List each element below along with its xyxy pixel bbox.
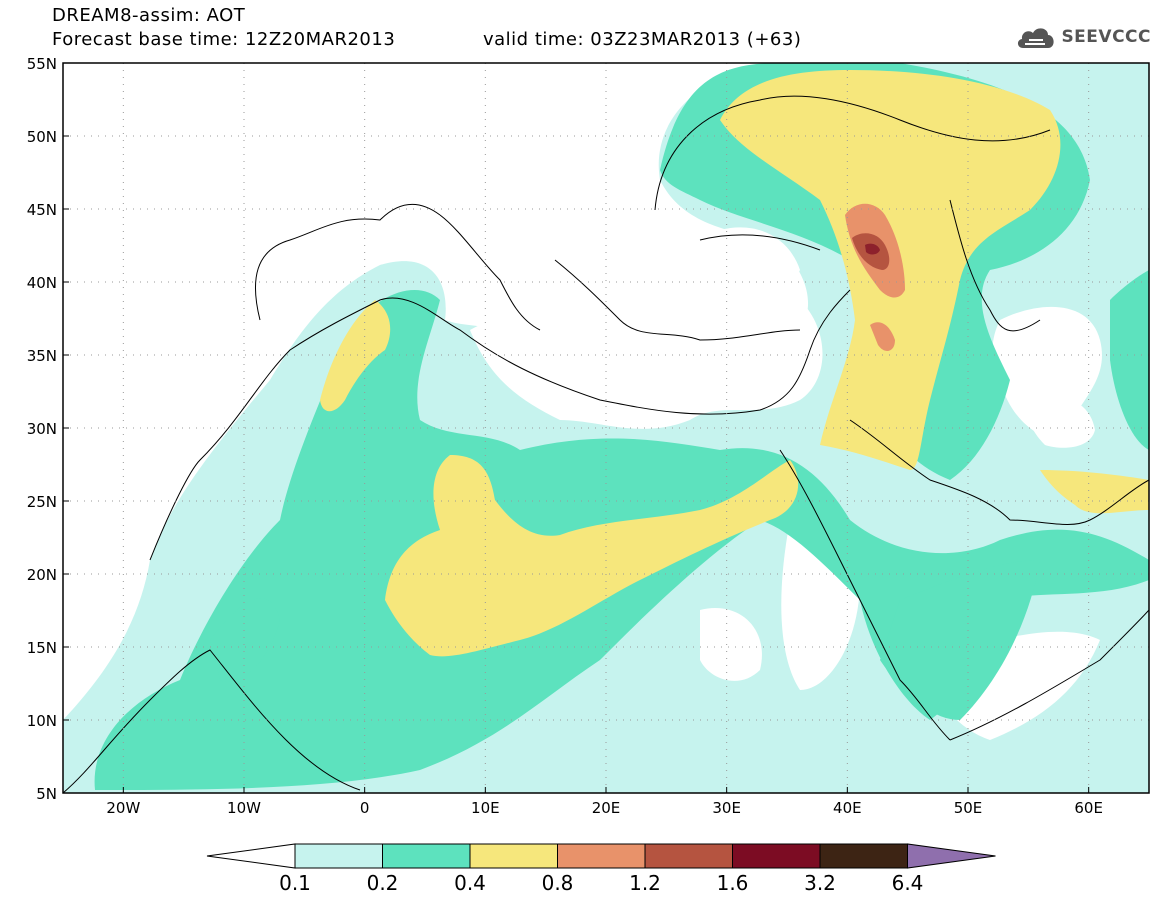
lon-tick-label: 10E [471,799,500,817]
lon-tick-label: 20E [592,799,621,817]
graticule [63,62,1149,794]
colorbar-label: 1.2 [629,871,661,895]
colorbar-label: 6.4 [892,871,924,895]
colorbar-label: 0.1 [279,871,311,895]
colorbar-segment [469,843,558,869]
coastlines [63,95,1149,793]
colorbar-over-arrow [907,843,996,869]
colorbar [206,843,996,869]
lon-tick-label: 40E [833,799,862,817]
lon-tick-label: 30E [712,799,741,817]
lat-tick-label: 50N [27,128,57,146]
colorbar-labels: 0.1 0.2 0.4 0.8 1.2 1.6 3.2 6.4 [279,871,923,895]
lat-tick-label: 40N [27,274,57,292]
lon-tick-label: 0 [360,799,370,817]
lat-tick-label: 25N [27,493,57,511]
colorbar-label: 0.2 [367,871,399,895]
lat-tick-label: 10N [27,712,57,730]
colorbar-label: 3.2 [804,871,836,895]
cloud-icon [1018,28,1055,48]
lon-tick-label: 50E [954,799,983,817]
colorbar-segment [294,843,383,869]
valid-time: valid time: 03Z23MAR2013 (+63) [483,29,802,50]
seevccc-logo: SEEVCCC [1015,24,1151,50]
lon-tick-label: 60E [1074,799,1103,817]
colorbar-label: 0.4 [454,871,486,895]
colorbar-label: 1.6 [717,871,749,895]
lat-tick-label: 20N [27,566,57,584]
colorbar-segment [732,843,821,869]
lat-tick-label: 5N [36,785,57,803]
colorbar-label: 0.8 [542,871,574,895]
lon-tick-label: 20W [106,799,140,817]
colorbar-under-arrow [206,843,296,869]
map-title: DREAM8-assim: AOT [52,5,246,26]
colorbar-segment [382,843,471,869]
lat-tick-label: 45N [27,201,57,219]
lat-tick-label: 55N [27,55,57,73]
colorbar-segment [557,843,646,869]
forecast-base-time: Forecast base time: 12Z20MAR2013 [52,29,396,50]
logo-text: SEEVCCC [1061,27,1151,47]
colorbar-segment [819,843,908,869]
lat-tick-label: 15N [27,639,57,657]
longitude-labels: 20W 10W 0 10E 20E 30E 40E 50E 60E [106,787,1103,817]
lat-tick-label: 30N [27,420,57,438]
aot-contours [63,63,1149,793]
lon-tick-label: 10W [227,799,261,817]
lat-tick-label: 35N [27,347,57,365]
colorbar-segment [644,843,733,869]
latitude-labels: 55N 50N 45N 40N 35N 30N 25N 20N 15N 10N 5N [27,55,69,803]
